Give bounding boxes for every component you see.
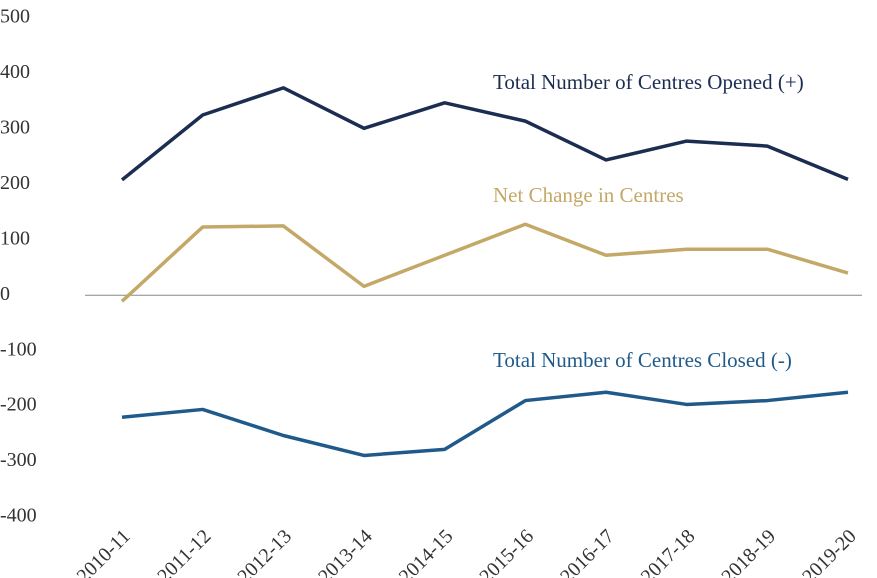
y-tick-label: 0 bbox=[0, 283, 10, 305]
x-tick-label: 2010-11 bbox=[73, 525, 135, 578]
y-tick-label: -200 bbox=[0, 394, 37, 416]
x-tick-label: 2014-15 bbox=[395, 525, 458, 578]
y-tick-label: 300 bbox=[0, 116, 30, 138]
y-tick-label: 400 bbox=[0, 61, 30, 83]
y-tick-label: 500 bbox=[0, 6, 30, 28]
series-label: Total Number of Centres Opened (+) bbox=[493, 70, 804, 94]
y-tick-label: 200 bbox=[0, 172, 30, 194]
y-tick-label: -100 bbox=[0, 338, 37, 360]
x-tick-label: 2011-12 bbox=[153, 525, 215, 578]
y-tick-label: 100 bbox=[0, 227, 30, 249]
y-tick-label: -400 bbox=[0, 505, 37, 527]
series-label: Total Number of Centres Closed (-) bbox=[493, 348, 792, 372]
line bbox=[120, 86, 849, 182]
x-tick-label: 2015-16 bbox=[475, 525, 538, 578]
x-tick-label: 2017-18 bbox=[637, 525, 700, 578]
x-tick-label: 2013-14 bbox=[314, 525, 377, 578]
x-tick-label: 2016-17 bbox=[556, 525, 619, 578]
x-tick-label: 2019-20 bbox=[798, 525, 861, 578]
line bbox=[120, 222, 849, 303]
line bbox=[121, 390, 849, 458]
x-tick-label: 2012-13 bbox=[233, 525, 296, 578]
x-tick-label: 2018-19 bbox=[717, 525, 780, 578]
series-label: Net Change in Centres bbox=[493, 183, 684, 207]
y-tick-label: -300 bbox=[0, 449, 37, 471]
